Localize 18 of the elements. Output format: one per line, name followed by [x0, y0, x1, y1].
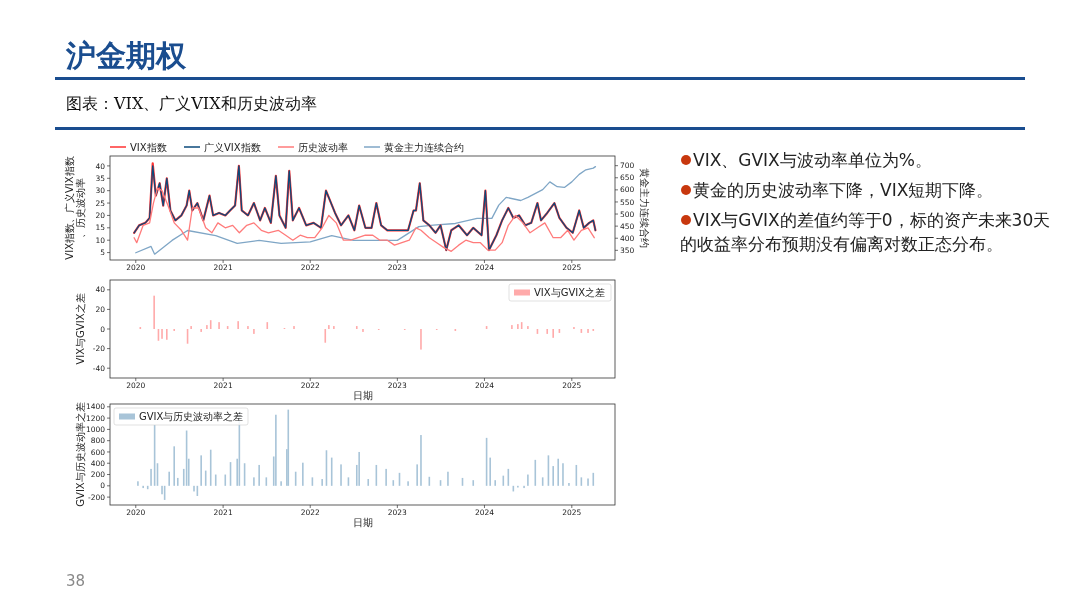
y2-axis-title: 黄金主力连续合约 — [639, 168, 650, 248]
y-axis-title: GVIX与历史波动率之差 — [75, 402, 86, 507]
y-axis-title: VIX与GVIX之差 — [75, 293, 86, 365]
legend-label: GVIX与历史波动率之差 — [139, 411, 244, 422]
legend-label: 历史波动率 — [298, 141, 348, 153]
text: 38 — [66, 572, 86, 590]
text: VIX与GVIX的差值约等于0，标的资产未来30天的收益率分布预期没有偏离对数正态分布。 — [680, 210, 1051, 254]
legend-label: VIX与GVIX之差 — [534, 287, 606, 298]
legend-label: VIX指数 — [130, 141, 167, 153]
x-axis-title: 日期 — [352, 517, 373, 528]
text: 黄金的历史波动率下降，VIX短期下降。 — [693, 180, 994, 200]
chart-title: 沪金期权 — [65, 38, 187, 73]
chart-subtitle: 图表：VIX、广义VIX和历史波动率 — [66, 94, 317, 113]
y-axis-title: VIX指数、广义VIX指数、历史波动率 — [64, 156, 86, 260]
legend-label: 广义VIX指数 — [204, 141, 261, 153]
legend-label: 黄金主力连续合约 — [384, 141, 464, 153]
text: VIX、GVIX与波动率单位为%。 — [693, 150, 932, 170]
x-axis-title: 日期 — [352, 390, 373, 401]
